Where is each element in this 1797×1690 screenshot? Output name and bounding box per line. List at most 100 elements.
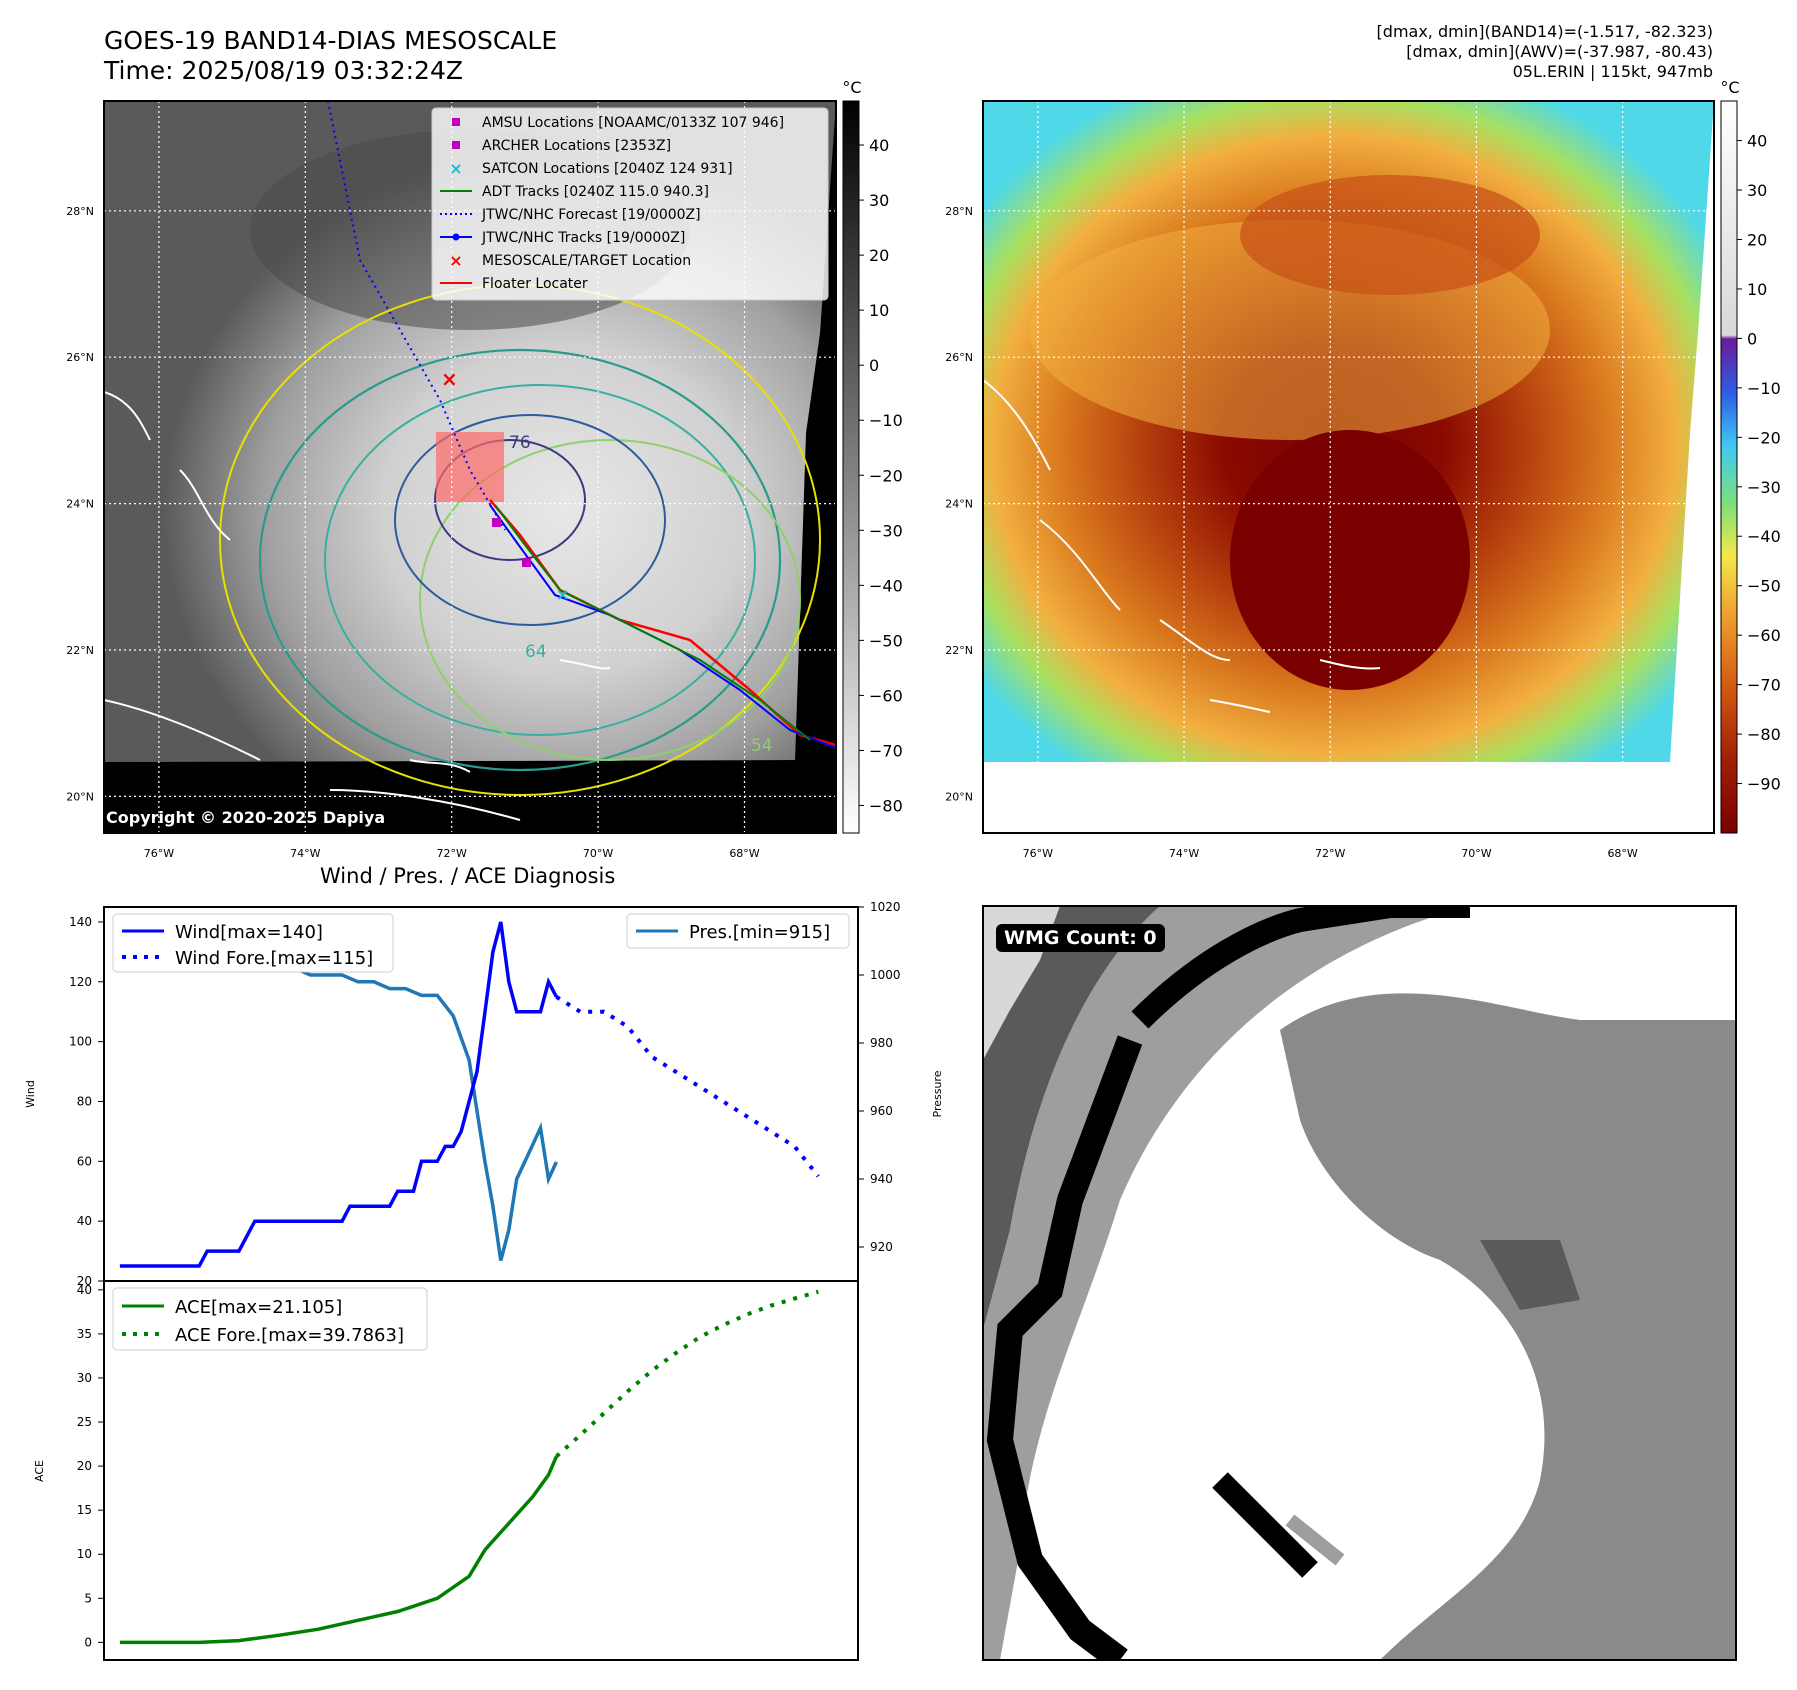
- wmg-black-spiral: [1212, 1472, 1318, 1578]
- ir-contour-innermost: [434, 439, 586, 561]
- colorbar-tick-label: −40: [1747, 527, 1781, 546]
- lon-tick-label: 76°W: [144, 847, 174, 860]
- awv-cold-core: [1230, 430, 1470, 690]
- colorbar-tick-label: 20: [1747, 230, 1767, 249]
- colorbar-tick-label: −70: [869, 741, 903, 760]
- colorbar-tick-label: −20: [1747, 428, 1781, 447]
- ir-colorbar: [842, 100, 860, 834]
- legend-marker: ×: [449, 251, 462, 270]
- ir-contour-lightgreen: [419, 439, 801, 761]
- colorbar-tick-label: 30: [1747, 181, 1767, 200]
- legend-label: Floater Locater: [482, 276, 588, 292]
- lon-tick-label: 70°W: [583, 847, 613, 860]
- colorbar-tick-label: −80: [1747, 725, 1781, 744]
- amsu-location-marker: [522, 558, 531, 567]
- legend-label-pres: Pres.[min=915]: [689, 922, 830, 943]
- axis-tick-label: 960: [870, 1104, 893, 1118]
- wmg-axes-frame: [982, 905, 1737, 1661]
- colorbar-tick-label: −90: [1747, 775, 1781, 794]
- legend-label: ADT Tracks [0240Z 115.0 940.3]: [482, 184, 709, 200]
- figure-title: GOES-19 BAND14-DIAS MESOSCALE: [104, 26, 558, 55]
- ace-line: [119, 1455, 559, 1645]
- ir-legend: AMSU Locations [NOAAMC/0133Z 107 946] ARC…: [431, 107, 829, 301]
- legend-label: MESOSCALE/TARGET Location: [482, 253, 691, 269]
- axis-tick-label: 1000: [870, 968, 901, 982]
- legend-label: ARCHER Locations [2353Z]: [482, 138, 671, 154]
- forecast-track-line: [327, 101, 506, 531]
- legend-box: [431, 107, 829, 301]
- pressure-ylabel: Pressure: [931, 1070, 944, 1117]
- lon-tick-label: 68°W: [1607, 847, 1637, 860]
- contour-label: 64: [525, 642, 547, 662]
- ir-colorbar-ticks: 40 30 20 10 0 −10 −20 −30 −40 −50 −60 −70 −80: [859, 136, 903, 815]
- pres-legend: Pres.[min=915]: [626, 913, 850, 949]
- wmg-dark-patch: [1480, 1240, 1580, 1310]
- ir-lon-labels: 76°W 74°W 72°W 70°W 68°W: [144, 847, 760, 860]
- contour-label: 54: [751, 736, 773, 756]
- colorbar-tick-label: −70: [1747, 676, 1781, 695]
- colorbar-tick-label: 30: [869, 191, 889, 210]
- legend-marker: [452, 141, 460, 149]
- ir-contour-blue: [394, 414, 666, 626]
- wmg-black-band: [986, 1035, 1143, 1660]
- wind-line: [119, 921, 558, 1268]
- lat-tick-label: 28°N: [66, 205, 94, 218]
- awv-lon-labels: 76°W 74°W 72°W 70°W 68°W: [1023, 847, 1638, 860]
- axis-tick-label: 0: [84, 1635, 92, 1649]
- colorbar-tick-label: −30: [869, 521, 903, 540]
- colorbar-tick-label: 10: [1747, 280, 1767, 299]
- colorbar-tick-label: −80: [869, 796, 903, 815]
- lat-tick-label: 24°N: [945, 498, 973, 511]
- satcon-location-marker: ×: [556, 585, 569, 604]
- lat-tick-label: 26°N: [66, 351, 94, 364]
- legend-label: AMSU Locations [NOAAMC/0133Z 107 946]: [482, 115, 784, 131]
- ir-contour-teal-outer: [258, 348, 782, 772]
- awv-colorbar-unit: °C: [1720, 78, 1739, 97]
- colorbar-tick-label: −10: [1747, 379, 1781, 398]
- legend-marker: ×: [449, 159, 462, 178]
- floater-track-line: [489, 499, 836, 747]
- lon-tick-label: 76°W: [1023, 847, 1053, 860]
- axis-tick-label: 120: [69, 975, 92, 989]
- colorbar-tick-label: 10: [869, 301, 889, 320]
- ace-legend: ACE[max=21.105] ACE Fore.[max=39.7863]: [112, 1287, 428, 1351]
- legend-marker-dot: [452, 233, 460, 241]
- stat-band14: [dmax, dmin](BAND14)=(-1.517, -82.323): [1376, 22, 1713, 41]
- legend-label: JTWC/NHC Tracks [19/0000Z]: [481, 230, 685, 246]
- legend-label-ace-fore: ACE Fore.[max=39.7863]: [175, 1325, 404, 1346]
- axis-tick-label: 100: [69, 1035, 92, 1049]
- colorbar-tick-label: −50: [869, 631, 903, 650]
- axis-tick-label: 980: [870, 1036, 893, 1050]
- axis-tick-label: 15: [77, 1503, 92, 1517]
- awv-axes-frame: [982, 100, 1715, 834]
- awv-lat-labels: 28°N 26°N 24°N 22°N 20°N: [945, 205, 973, 804]
- axis-tick-label: 30: [77, 1371, 92, 1385]
- pres-legend-box: [626, 913, 850, 949]
- legend-marker: [452, 118, 460, 126]
- legend-label-ace: ACE[max=21.105]: [175, 1297, 342, 1318]
- lon-tick-label: 74°W: [290, 847, 320, 860]
- axis-tick-label: 60: [77, 1154, 92, 1168]
- axis-tick-label: 920: [870, 1240, 893, 1254]
- colorbar-tick-label: −10: [869, 411, 903, 430]
- legend-label-wind: Wind[max=140]: [175, 922, 323, 943]
- wmg-count-badge: WMG Count: 0: [996, 924, 1165, 952]
- colorbar-tick-label: 40: [869, 136, 889, 155]
- awv-colorbar: [1720, 100, 1738, 834]
- stat-awv: [dmax, dmin](AWV)=(-37.987, -80.43): [1406, 42, 1713, 61]
- contour-label: 76: [509, 433, 531, 453]
- lat-tick-label: 20°N: [945, 790, 973, 803]
- axis-tick-label: 20: [77, 1274, 92, 1288]
- wmg-panel: [982, 905, 1737, 1661]
- archer-location-marker: [492, 518, 501, 527]
- colorbar-tick-label: 40: [1747, 132, 1767, 151]
- wind-legend: Wind[max=140] Wind Fore.[max=115]: [112, 913, 394, 973]
- lon-tick-label: 72°W: [1315, 847, 1345, 860]
- lat-tick-label: 28°N: [945, 205, 973, 218]
- ace-legend-box: [112, 1287, 428, 1351]
- ir-panel: × × 76 64 54 AMSU Locations [NOAAMC/0133…: [66, 78, 903, 860]
- diag-title: Wind / Pres. / ACE Diagnosis: [320, 864, 616, 888]
